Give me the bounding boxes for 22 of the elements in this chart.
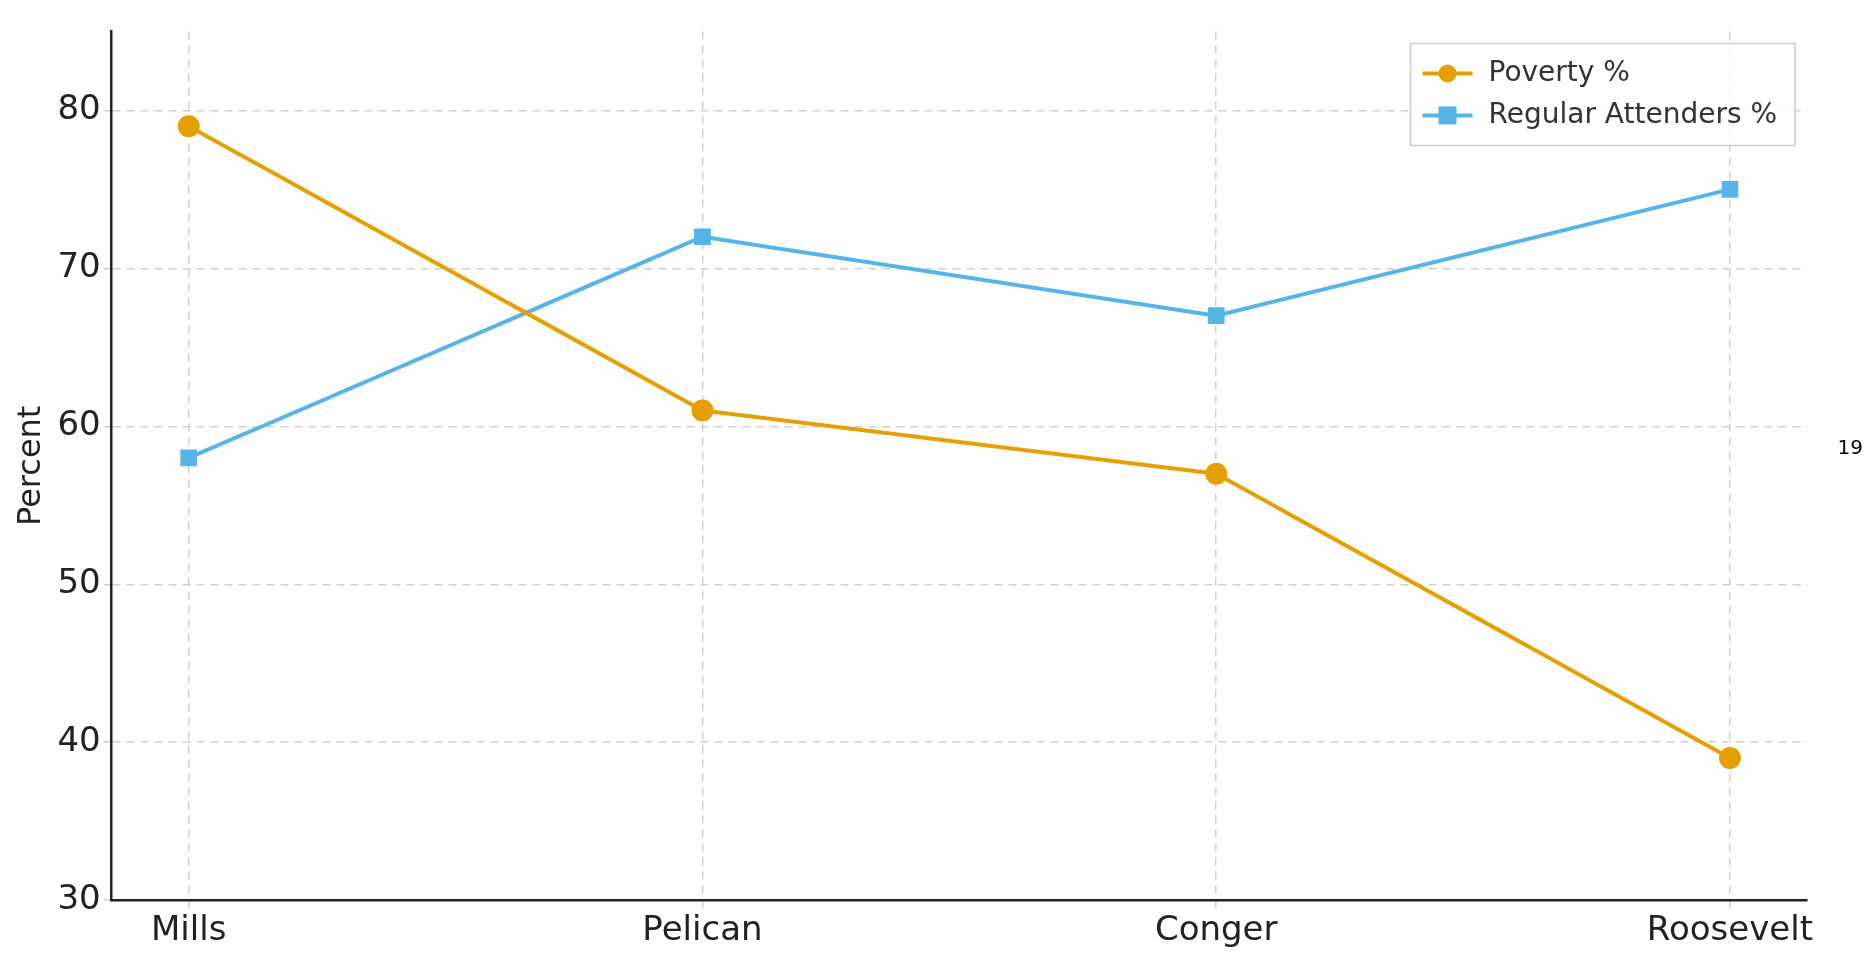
y-tick-label: 80 <box>57 87 101 128</box>
x-tick-label: Pelican <box>642 908 763 949</box>
text: 19 <box>1837 434 1863 459</box>
x-tick-label: Conger <box>1154 908 1278 949</box>
point <box>180 449 198 467</box>
y-tick-label: 30 <box>57 877 101 918</box>
point <box>1207 307 1225 325</box>
point <box>1205 462 1228 485</box>
point <box>1721 181 1739 198</box>
y-tick-label: 50 <box>57 561 101 602</box>
point <box>177 115 200 138</box>
legend-label: Regular Attenders % <box>1488 96 1778 130</box>
x-tick-label: Roosevelt <box>1646 908 1814 949</box>
point <box>691 399 714 422</box>
legend-label: Poverty % <box>1488 54 1630 88</box>
y-tick-label: 40 <box>57 719 101 760</box>
y-tick-label: 60 <box>57 403 101 444</box>
y-tick-label: 70 <box>57 245 101 286</box>
x-tick-label: Mills <box>151 908 227 949</box>
point <box>1718 747 1741 770</box>
point <box>694 228 711 246</box>
y-axis-title: Percent <box>9 405 48 526</box>
